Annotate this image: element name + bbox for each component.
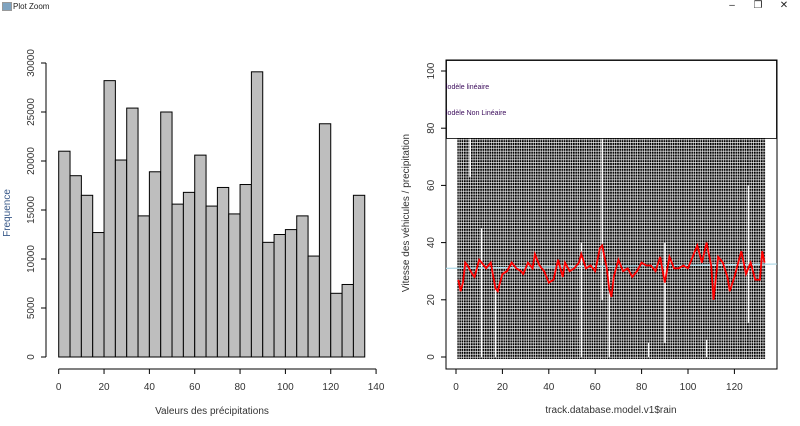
histogram-bar (126, 107, 139, 358)
histogram-bar (341, 283, 354, 358)
y-tick-label: 20000 (26, 147, 37, 175)
y-tick-label: 100 (426, 62, 437, 79)
histogram-bar (92, 232, 105, 358)
scatter-gap (647, 342, 650, 357)
legend-entry: lodèle linéaire (446, 84, 489, 91)
histogram-bar (148, 171, 162, 358)
y-axis-label: Frequence (2, 189, 13, 237)
histogram-bar (307, 255, 320, 358)
y-tick-label: 0 (426, 354, 437, 360)
linear-fit-line (445, 263, 778, 269)
x-tick-label: 0 (56, 382, 62, 393)
histogram-bar (137, 215, 150, 358)
histogram-bar (330, 292, 343, 358)
window-title: Plot Zoom (13, 2, 50, 11)
app-icon (2, 2, 12, 11)
histogram-bar (284, 229, 298, 358)
scatter-gap (480, 228, 483, 357)
scatter-gap (494, 288, 497, 357)
x-tick-label: 20 (98, 382, 110, 393)
histogram-bar (69, 175, 82, 358)
y-tick-label: 60 (426, 179, 437, 191)
histogram-bar (228, 213, 241, 358)
histogram-bar (239, 184, 252, 358)
y-tick-label: 25000 (26, 98, 37, 126)
histogram-bar (171, 203, 184, 358)
histogram-bar (262, 241, 275, 358)
x-tick-label: 20 (497, 382, 509, 393)
scatter-gap (608, 271, 611, 357)
maximize-button[interactable]: ❐ (753, 0, 763, 11)
histogram-bar (160, 111, 173, 358)
y-tick-label: 80 (426, 122, 437, 134)
window-titlebar: Plot Zoom (0, 0, 800, 14)
scatter-gap (601, 136, 604, 300)
y-tick-label: 40 (426, 237, 437, 249)
scatter-gap (580, 242, 583, 357)
nonlinear-fit-line (457, 242, 766, 300)
y-tick-label: 0 (26, 354, 37, 360)
x-tick-label: 120 (322, 382, 339, 393)
x-tick-label: 120 (726, 382, 743, 393)
x-tick-label: 100 (680, 382, 697, 393)
x-tick-label: 140 (368, 382, 385, 393)
histogram-bar (273, 234, 286, 358)
y-tick-label: 10000 (26, 245, 37, 273)
legend-box (446, 60, 777, 139)
histogram-bar (58, 150, 71, 358)
y-tick-label: 20 (426, 294, 437, 306)
y-axis-label: Vitesse des véhicules / precipitation (401, 134, 412, 292)
histogram-bar (352, 194, 366, 358)
scatter-gap (747, 185, 750, 323)
scatter-gap (705, 339, 708, 357)
histogram-bar (80, 194, 94, 358)
histogram-bar (182, 191, 196, 358)
legend-entry: lodèle Non Linéaire (446, 110, 506, 117)
histogram-bar (296, 215, 309, 358)
x-tick-label: 60 (590, 382, 602, 393)
x-tick-label: 40 (543, 382, 555, 393)
scatter-gap (469, 136, 471, 177)
histogram-bar (114, 159, 128, 358)
y-tick-label: 30000 (26, 49, 37, 77)
minimize-button[interactable]: – (729, 0, 735, 11)
x-tick-label: 80 (234, 382, 246, 393)
x-tick-label: 80 (636, 382, 648, 393)
x-tick-label: 40 (144, 382, 156, 393)
y-tick-label: 15000 (26, 196, 37, 224)
scatter-gap (664, 242, 666, 343)
scatter-points (457, 136, 766, 359)
plot-frame (445, 59, 778, 370)
y-tick-label: 5000 (26, 296, 37, 319)
histogram-bar (205, 205, 218, 358)
histogram-bar (103, 80, 116, 358)
x-axis-label: track.database.model.v1$rain (545, 405, 676, 416)
histogram-bar (318, 123, 332, 358)
x-axis-label: Valeurs des précipitations (155, 406, 269, 417)
close-button[interactable]: ✕ (779, 0, 789, 11)
histogram-bar (194, 154, 207, 358)
histogram-bar (250, 71, 264, 358)
x-tick-label: 60 (189, 382, 201, 393)
x-tick-label: 0 (453, 382, 459, 393)
histogram: 0 20 40 60 80 100 120 140 0 5000 10000 15000 20000 25… (2, 49, 385, 417)
histogram-bar (216, 186, 230, 358)
x-tick-label: 100 (277, 382, 294, 393)
scatter-plot: lodèle linéaire lodèle Non Linéaire 0 20 40 6… (401, 59, 778, 416)
